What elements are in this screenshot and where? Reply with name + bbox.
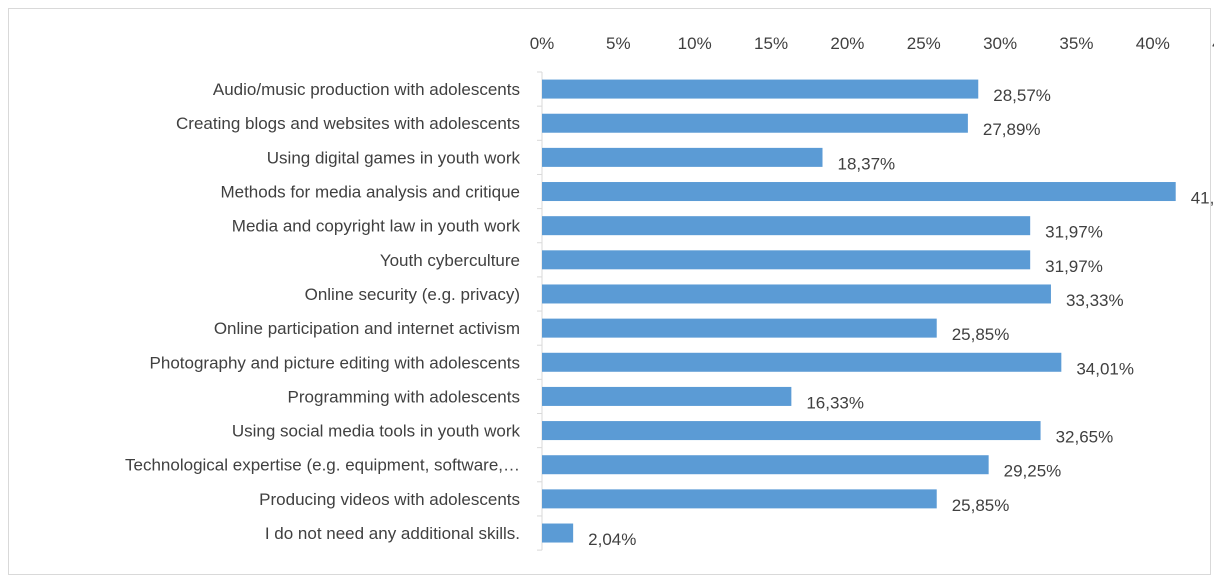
data-label: 2,04% [588, 530, 636, 549]
data-label: 33,33% [1066, 291, 1124, 310]
category-labels: Audio/music production with adolescents C… [125, 80, 520, 543]
bar [542, 182, 1176, 202]
bar [542, 318, 937, 338]
x-axis-ticks: 0% 5% 10% 15% 20% 25% 30% 35% 40% 45% [530, 34, 1214, 53]
x-tick-label: 45% [1212, 34, 1214, 53]
category-label: Media and copyright law in youth work [232, 217, 521, 236]
x-tick-label: 30% [983, 34, 1017, 53]
data-label: 25,85% [952, 496, 1010, 515]
category-label: Online security (e.g. privacy) [305, 285, 520, 304]
bar [542, 386, 792, 406]
category-label: Technological expertise (e.g. equipment,… [125, 456, 520, 475]
category-label: Audio/music production with adolescents [213, 80, 520, 99]
x-tick-label: 10% [678, 34, 712, 53]
data-label: 41,50% [1191, 189, 1214, 208]
data-label: 25,85% [952, 325, 1010, 344]
data-label: 34,01% [1076, 359, 1134, 378]
x-tick-label: 0% [530, 34, 555, 53]
x-tick-label: 35% [1059, 34, 1093, 53]
bar [542, 79, 979, 99]
data-labels: 28,57% 27,89% 18,37% 41,50% 31,97% 31,97% 33,3… [588, 86, 1214, 549]
data-label: 28,57% [993, 86, 1051, 105]
category-label: Using social media tools in youth work [232, 422, 521, 441]
data-label: 16,33% [806, 393, 864, 412]
bar [542, 352, 1062, 372]
bar [542, 147, 823, 167]
category-label: Creating blogs and websites with adolesc… [176, 114, 520, 133]
data-label: 32,65% [1056, 428, 1114, 447]
x-tick-label: 5% [606, 34, 631, 53]
data-label: 31,97% [1045, 257, 1103, 276]
category-label: Programming with adolescents [288, 387, 520, 406]
bars [542, 79, 1176, 543]
bar [542, 216, 1031, 236]
category-label: Methods for media analysis and critique [220, 183, 520, 202]
category-label: Using digital games in youth work [267, 148, 521, 167]
bar [542, 489, 937, 509]
category-label: Youth cyberculture [380, 251, 520, 270]
category-label: Online participation and internet activi… [214, 319, 520, 338]
data-label: 31,97% [1045, 223, 1103, 242]
category-label: Photography and picture editing with ado… [150, 353, 520, 372]
bar [542, 421, 1041, 441]
x-tick-label: 40% [1136, 34, 1170, 53]
category-label: Producing videos with adolescents [259, 490, 520, 509]
y-axis-tickmarks [537, 71, 542, 551]
bar [542, 113, 968, 133]
data-label: 29,25% [1004, 462, 1062, 481]
x-tick-label: 20% [830, 34, 864, 53]
x-tick-label: 15% [754, 34, 788, 53]
data-label: 27,89% [983, 120, 1041, 139]
bar [542, 523, 574, 543]
data-label: 18,37% [838, 154, 896, 173]
bar [542, 455, 989, 475]
bar [542, 250, 1031, 270]
bar [542, 284, 1051, 304]
x-tick-label: 25% [907, 34, 941, 53]
category-label: I do not need any additional skills. [265, 524, 520, 543]
